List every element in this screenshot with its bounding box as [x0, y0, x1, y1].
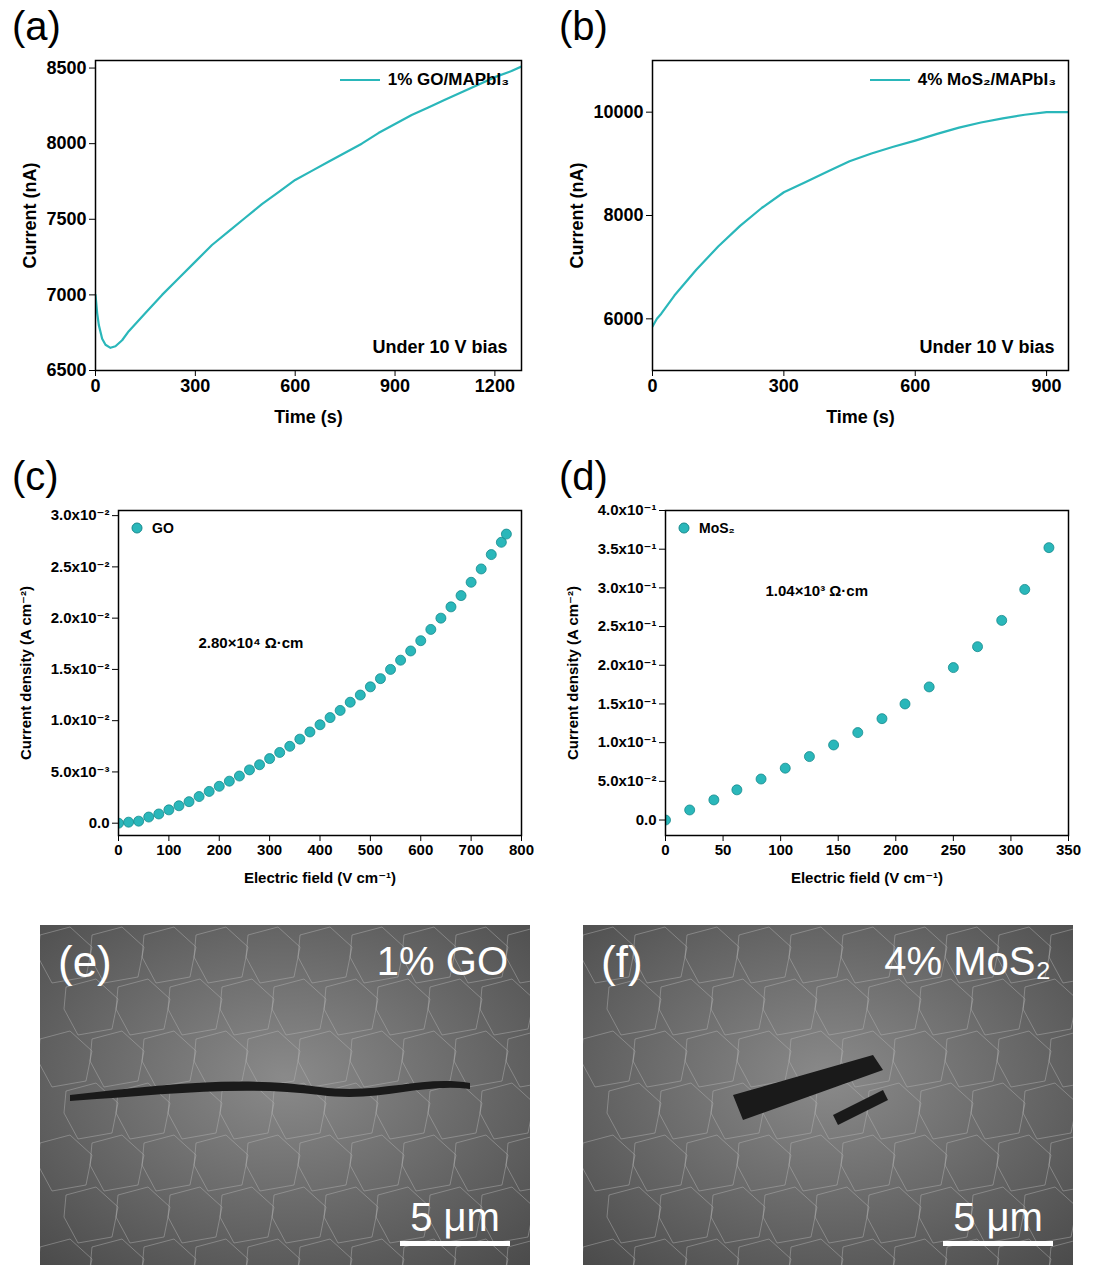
svg-text:1.5x10⁻²: 1.5x10⁻² — [51, 660, 110, 677]
svg-text:0: 0 — [114, 841, 122, 858]
svg-text:Electric field (V cm⁻¹): Electric field (V cm⁻¹) — [791, 869, 943, 886]
svg-text:5 μm: 5 μm — [953, 1195, 1043, 1239]
svg-text:1.0x10⁻¹: 1.0x10⁻¹ — [598, 733, 657, 750]
svg-text:Time (s): Time (s) — [274, 407, 343, 427]
svg-text:5 μm: 5 μm — [410, 1195, 500, 1239]
html-text:(b): (b) — [559, 4, 608, 48]
svg-text:Electric field (V cm⁻¹): Electric field (V cm⁻¹) — [244, 869, 396, 886]
html-text:GO: GO — [152, 520, 174, 536]
svg-text:10000: 10000 — [593, 102, 643, 122]
svg-text:Under 10 V bias: Under 10 V bias — [372, 337, 507, 357]
svg-text:700: 700 — [459, 841, 484, 858]
svg-text:6000: 6000 — [603, 309, 643, 329]
svg-text:Current density (A cm⁻²): Current density (A cm⁻²) — [17, 586, 34, 760]
svg-text:4.0x10⁻¹: 4.0x10⁻¹ — [598, 501, 657, 518]
html-text:1% GO/MAPbI₃: 1% GO/MAPbI₃ — [387, 70, 509, 89]
svg-text:600: 600 — [408, 841, 433, 858]
svg-text:1.04×10³ Ω·cm: 1.04×10³ Ω·cm — [766, 582, 869, 599]
svg-text:8000: 8000 — [603, 205, 643, 225]
html-text:4% MoS₂/MAPbI₃: 4% MoS₂/MAPbI₃ — [917, 70, 1056, 89]
svg-text:200: 200 — [883, 841, 908, 858]
svg-text:3.0x10⁻¹: 3.0x10⁻¹ — [598, 579, 657, 596]
svg-text:6500: 6500 — [46, 360, 86, 380]
svg-text:0.0: 0.0 — [89, 814, 110, 831]
svg-text:8500: 8500 — [46, 58, 86, 78]
svg-text:1.5x10⁻¹: 1.5x10⁻¹ — [598, 695, 657, 712]
svg-text:500: 500 — [358, 841, 383, 858]
svg-text:600: 600 — [900, 376, 930, 396]
svg-text:Current (nA): Current (nA) — [567, 163, 587, 269]
svg-text:Time (s): Time (s) — [826, 407, 895, 427]
svg-text:2.5x10⁻²: 2.5x10⁻² — [51, 558, 110, 575]
html-text:(a): (a) — [12, 4, 61, 48]
svg-text:Current density (A cm⁻²): Current density (A cm⁻²) — [564, 586, 581, 760]
svg-text:50: 50 — [715, 841, 732, 858]
svg-text:1% GO: 1% GO — [377, 939, 508, 983]
svg-text:250: 250 — [941, 841, 966, 858]
svg-text:5.0x10⁻³: 5.0x10⁻³ — [51, 763, 110, 780]
svg-text:200: 200 — [207, 841, 232, 858]
html-text:(c): (c) — [12, 454, 59, 498]
svg-text:0.0: 0.0 — [636, 811, 657, 828]
svg-text:0: 0 — [647, 376, 657, 396]
svg-text:2.80×10⁴ Ω·cm: 2.80×10⁴ Ω·cm — [199, 634, 304, 651]
svg-text:3.5x10⁻¹: 3.5x10⁻¹ — [598, 540, 657, 557]
svg-text:1.0x10⁻²: 1.0x10⁻² — [51, 711, 110, 728]
svg-text:Under 10 V bias: Under 10 V bias — [919, 337, 1054, 357]
svg-text:7500: 7500 — [46, 209, 86, 229]
html-text:MoS₂: MoS₂ — [699, 520, 735, 536]
svg-text:300: 300 — [180, 376, 210, 396]
svg-text:800: 800 — [509, 841, 534, 858]
svg-text:400: 400 — [307, 841, 332, 858]
svg-text:350: 350 — [1056, 841, 1081, 858]
html-text:(d): (d) — [559, 454, 608, 498]
svg-text:5.0x10⁻²: 5.0x10⁻² — [598, 772, 657, 789]
svg-text:900: 900 — [380, 376, 410, 396]
svg-text:3.0x10⁻²: 3.0x10⁻² — [51, 506, 110, 523]
svg-text:600: 600 — [280, 376, 310, 396]
svg-text:0: 0 — [661, 841, 669, 858]
svg-text:(f): (f) — [601, 937, 643, 986]
svg-text:2.5x10⁻¹: 2.5x10⁻¹ — [598, 617, 657, 634]
svg-text:300: 300 — [998, 841, 1023, 858]
svg-text:300: 300 — [769, 376, 799, 396]
svg-text:0: 0 — [90, 376, 100, 396]
svg-text:100: 100 — [156, 841, 181, 858]
svg-text:Current (nA): Current (nA) — [20, 163, 40, 269]
svg-text:(e): (e) — [58, 937, 112, 986]
svg-text:8000: 8000 — [46, 133, 86, 153]
svg-text:4% MoS₂: 4% MoS₂ — [884, 939, 1051, 983]
svg-text:150: 150 — [826, 841, 851, 858]
svg-text:300: 300 — [257, 841, 282, 858]
svg-text:7000: 7000 — [46, 285, 86, 305]
svg-text:100: 100 — [768, 841, 793, 858]
svg-text:2.0x10⁻²: 2.0x10⁻² — [51, 609, 110, 626]
svg-text:900: 900 — [1032, 376, 1062, 396]
svg-text:1200: 1200 — [475, 376, 515, 396]
svg-text:2.0x10⁻¹: 2.0x10⁻¹ — [598, 656, 657, 673]
